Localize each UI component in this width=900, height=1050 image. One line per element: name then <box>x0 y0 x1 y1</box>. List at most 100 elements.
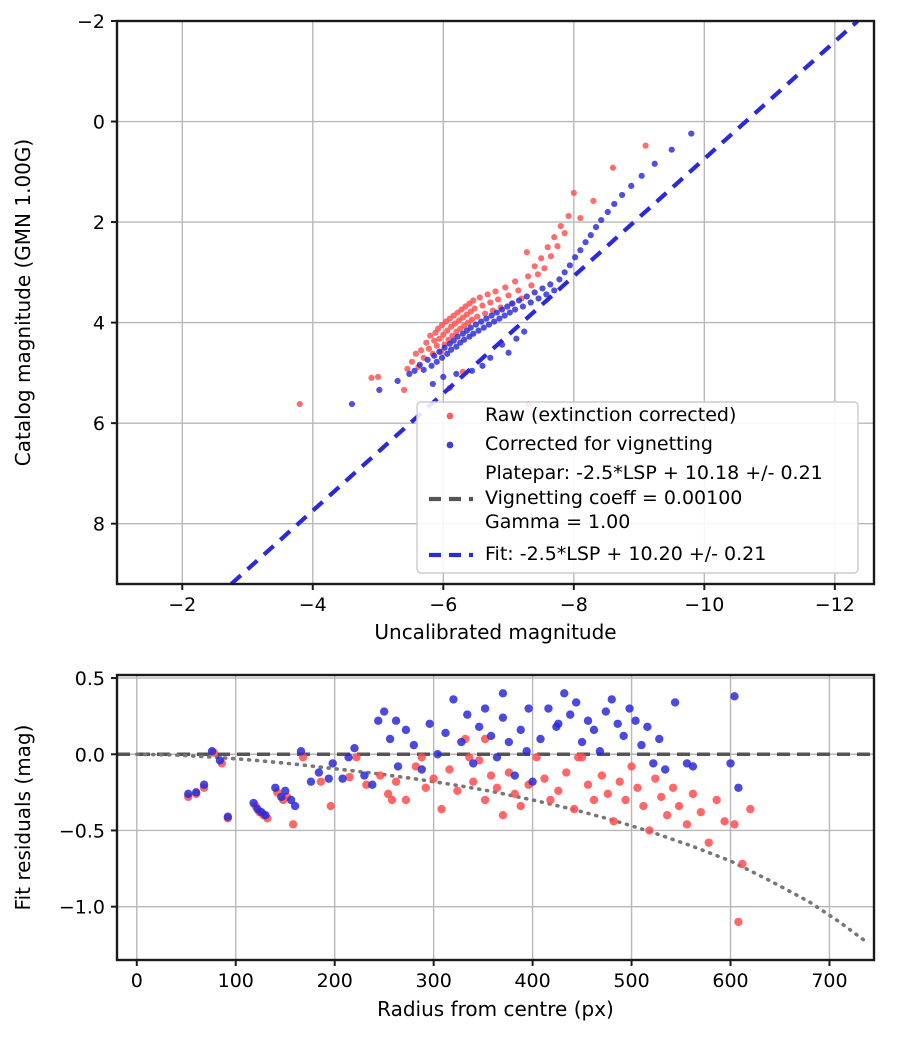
data-point <box>577 214 584 222</box>
data-point <box>448 346 455 353</box>
data-point <box>445 765 454 774</box>
data-point <box>449 695 458 704</box>
data-point <box>528 777 537 786</box>
data-point <box>207 747 217 756</box>
data-point <box>393 762 403 771</box>
data-point <box>688 762 698 771</box>
legend-item[interactable]: Vignetting coeff = 0.00100 <box>429 487 742 509</box>
data-point <box>746 804 755 814</box>
y-tick-label: 0.0 <box>75 744 105 766</box>
data-point <box>531 289 538 296</box>
data-point <box>461 336 468 343</box>
legend-item[interactable]: Platepar: -2.5*LSP + 10.18 +/- 0.21 <box>485 462 823 484</box>
data-point <box>441 728 450 738</box>
data-point <box>651 160 658 167</box>
data-point <box>639 801 648 811</box>
data-point <box>411 367 418 374</box>
y-axis-title: Fit residuals (mag) <box>11 725 35 911</box>
data-point <box>199 780 209 789</box>
data-point <box>554 786 563 796</box>
data-point <box>440 373 447 380</box>
data-point <box>509 300 516 307</box>
data-point <box>534 271 542 278</box>
data-point <box>469 777 478 786</box>
x-tick-label: −10 <box>684 594 724 616</box>
data-point <box>288 820 298 829</box>
data-point <box>570 189 577 197</box>
data-point <box>597 771 607 780</box>
data-point <box>480 704 490 713</box>
data-point <box>541 265 548 272</box>
data-point <box>521 328 528 335</box>
data-point <box>463 710 472 719</box>
data-point <box>513 335 520 342</box>
data-point <box>519 303 527 310</box>
x-tick-label: 300 <box>416 970 452 992</box>
legend-item[interactable]: Gamma = 1.00 <box>485 511 630 533</box>
data-point <box>453 370 460 377</box>
data-point <box>607 695 616 704</box>
data-point <box>379 707 389 716</box>
legend-item[interactable]: Fit: -2.5*LSP + 10.20 +/- 0.21 <box>429 543 766 565</box>
data-point <box>495 296 502 303</box>
data-point <box>598 216 605 224</box>
data-point <box>479 302 486 309</box>
x-tick-label: 600 <box>712 970 748 992</box>
data-point <box>554 719 563 728</box>
data-point <box>429 774 438 783</box>
data-point <box>696 807 706 817</box>
data-point <box>433 358 440 365</box>
data-point <box>296 747 306 756</box>
data-point <box>573 753 583 762</box>
legend-item-label: Fit: -2.5*LSP + 10.20 +/- 0.21 <box>485 543 766 565</box>
legend-marker-dot <box>446 412 454 420</box>
data-point <box>682 820 692 829</box>
data-point <box>423 339 430 346</box>
data-point <box>401 795 411 805</box>
residual-corrected-points <box>184 689 743 821</box>
data-point <box>582 239 589 246</box>
legend-item-label: Vignetting coeff = 0.00100 <box>485 487 742 509</box>
data-point <box>627 762 636 771</box>
data-point <box>527 299 534 306</box>
data-point <box>515 297 523 304</box>
data-point <box>511 278 519 285</box>
data-point <box>184 789 193 799</box>
data-point <box>712 795 721 805</box>
data-point <box>261 811 270 820</box>
data-point <box>485 321 493 328</box>
data-point <box>454 333 461 340</box>
data-point <box>532 753 541 762</box>
data-point <box>487 299 494 306</box>
axis-ticks: −2 −4 −6 −8 −10 −12 −2 0 2 4 6 8 <box>77 11 855 616</box>
legend-item[interactable]: Raw (extinction corrected) <box>446 404 737 426</box>
x-tick-label: −2 <box>168 594 196 616</box>
data-point <box>730 820 739 829</box>
data-point <box>688 789 698 799</box>
data-point <box>444 327 451 334</box>
data-point <box>657 792 666 802</box>
y-tick-label: 0.5 <box>75 668 105 690</box>
data-point <box>583 780 593 789</box>
data-point <box>668 146 675 153</box>
data-point <box>215 756 225 765</box>
data-point <box>474 313 481 320</box>
data-point <box>374 373 382 380</box>
y-tick-label: −2 <box>77 11 105 33</box>
legend-item[interactable]: Corrected for vignetting <box>446 433 713 455</box>
data-point <box>661 765 670 774</box>
data-point <box>344 753 353 762</box>
data-point <box>561 269 568 276</box>
data-point <box>492 753 502 762</box>
data-point <box>433 750 442 759</box>
magnitude-calibration-panel: −2 −4 −6 −8 −10 −12 −2 0 2 4 6 8 Uncalibrated magnit… <box>11 11 876 644</box>
data-point <box>516 801 525 811</box>
legend-box: Raw (extinction corrected) Corrected for … <box>416 401 859 574</box>
data-point <box>670 698 680 707</box>
data-point <box>557 222 564 230</box>
data-point <box>348 400 356 408</box>
data-point <box>506 309 513 316</box>
data-point <box>688 130 695 137</box>
y-axis-title: Catalog magnitude (GMN 1.00G) <box>11 139 35 466</box>
